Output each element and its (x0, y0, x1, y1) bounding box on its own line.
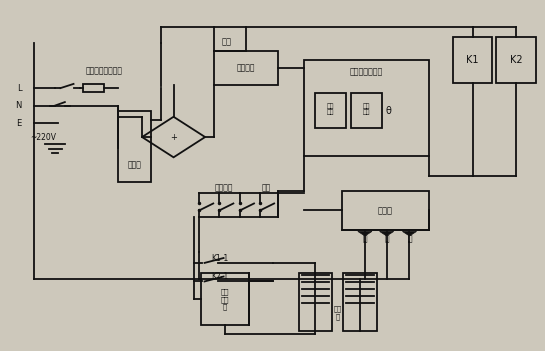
Text: 黄: 黄 (384, 234, 389, 244)
Text: 电源开关、熔断器: 电源开关、熔断器 (86, 66, 123, 75)
Text: +: + (170, 133, 177, 141)
Text: 按键板: 按键板 (378, 206, 393, 215)
Text: L: L (17, 84, 21, 93)
Text: K1: K1 (467, 55, 479, 65)
Text: N: N (15, 101, 21, 110)
Polygon shape (358, 231, 372, 236)
Bar (342, 191, 429, 230)
Text: E: E (16, 119, 21, 127)
Bar (304, 60, 429, 156)
Text: K2-1: K2-1 (211, 272, 229, 282)
Text: θ: θ (386, 106, 392, 116)
Bar (315, 93, 346, 128)
Text: 红: 红 (362, 234, 367, 244)
Text: 变压器: 变压器 (128, 160, 141, 169)
Bar (214, 51, 278, 85)
Text: K1-1: K1-1 (211, 254, 229, 263)
Text: K2: K2 (510, 55, 522, 65)
Text: 稳压电路: 稳压电路 (237, 64, 255, 73)
Bar (351, 93, 382, 128)
Polygon shape (402, 231, 416, 236)
Polygon shape (379, 231, 393, 236)
Text: ~220V: ~220V (31, 133, 57, 141)
Text: 热敏
电阻: 热敏 电阻 (362, 103, 370, 115)
Bar (118, 111, 152, 183)
Text: 电流
指示: 电流 指示 (326, 103, 334, 115)
Bar (453, 38, 492, 83)
Bar (299, 273, 332, 331)
Text: 臭氧: 臭氧 (262, 183, 271, 192)
Text: 消毒保温: 消毒保温 (214, 183, 233, 192)
Bar (343, 273, 377, 331)
Bar (496, 38, 536, 83)
Bar (83, 84, 104, 92)
Text: 臭氧
发生
器: 臭氧 发生 器 (220, 289, 229, 310)
Text: 整流: 整流 (222, 37, 232, 46)
Text: 微电脑控制主板: 微电脑控制主板 (350, 67, 383, 76)
Text: 绿: 绿 (407, 234, 412, 244)
Bar (201, 273, 249, 325)
Text: 发热
管: 发热 管 (333, 306, 341, 320)
